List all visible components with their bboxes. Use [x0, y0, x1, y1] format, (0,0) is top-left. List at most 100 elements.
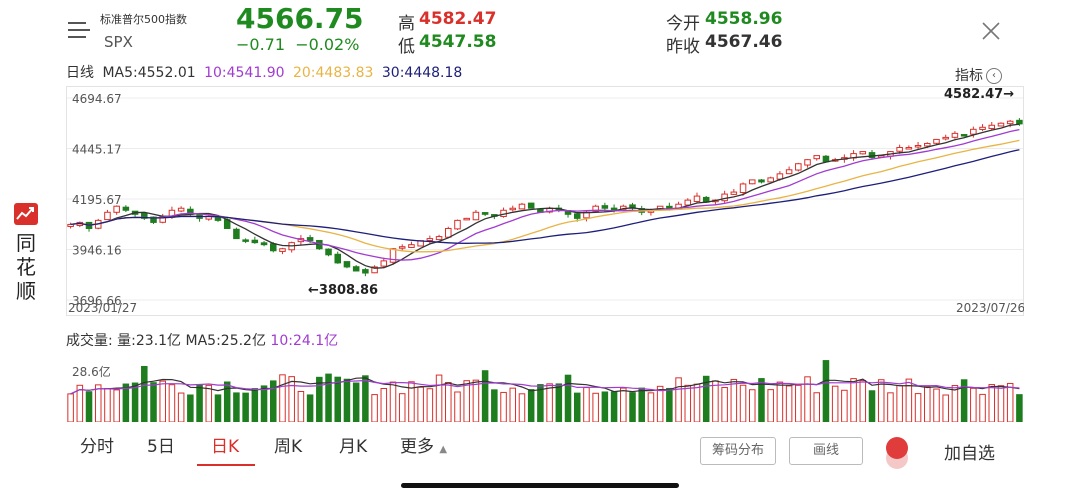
draw-line-button[interactable]: 画线 [789, 437, 863, 465]
candle-body [481, 212, 489, 215]
tab-weekly-k[interactable]: 周K [274, 437, 303, 457]
prev-close-value: 4567.46 [705, 32, 783, 52]
volume-bar [942, 394, 949, 422]
candle-body [426, 238, 434, 242]
ma5-line [70, 123, 1020, 269]
volume-bar [352, 382, 360, 422]
volume-bar [223, 381, 231, 422]
candle-body [435, 236, 443, 241]
volume-bar [417, 386, 424, 422]
index-name: 标准普尔500指数 [100, 13, 187, 26]
tab-daily-k[interactable]: 日K [211, 437, 240, 457]
candle-body [251, 239, 259, 244]
candle-body [214, 216, 222, 221]
add-favorite-button[interactable]: 加自选 [944, 444, 995, 464]
candle-body [592, 205, 599, 212]
volume-bar [426, 388, 434, 422]
volume-bar [141, 365, 148, 422]
volume-bar [177, 392, 185, 422]
volume-bar [445, 381, 452, 422]
tab-monthly-k[interactable]: 月K [339, 437, 368, 457]
candle-body [924, 142, 931, 147]
indicator-button[interactable]: 指标 ‹ [955, 65, 1002, 85]
volume-bar [712, 380, 719, 422]
candle-body [518, 203, 526, 210]
ma5-value: MA5:4552.01 [102, 65, 196, 81]
chips-distribution-button[interactable]: 筹码分布 [700, 437, 776, 465]
volume-bar [564, 374, 572, 422]
menu-icon[interactable] [68, 20, 90, 40]
candle-body [666, 205, 673, 209]
volume-bar [380, 387, 388, 422]
candle-body [758, 179, 765, 183]
volume-bar [472, 379, 480, 422]
volume-bar [960, 379, 968, 422]
period-label: 日线 [66, 65, 94, 81]
volume-bar [924, 386, 931, 422]
volume-bar [666, 387, 673, 422]
candle-body [408, 244, 415, 248]
volume-ma10: 10:24.1亿 [270, 333, 339, 349]
chart-border [66, 86, 1024, 316]
ma30-value: 30:4448.18 [381, 65, 463, 81]
candle-body [813, 155, 821, 160]
candle-body [1016, 119, 1023, 125]
volume-bar [242, 392, 249, 422]
low-label: 低 [398, 37, 415, 57]
candle-body [527, 202, 535, 209]
quote-header: 标准普尔500指数 SPX 4566.75 −0.71 −0.02% 高 458… [52, 0, 1080, 60]
volume-bar [214, 394, 222, 422]
volume-bar [435, 374, 443, 422]
candle-body [795, 163, 802, 171]
record-button[interactable] [886, 437, 908, 459]
brand-name: 同 花 顺 [16, 231, 36, 303]
candle-body [785, 169, 793, 175]
volume-bar [905, 378, 913, 422]
candle-body [896, 147, 903, 152]
candlestick-chart[interactable]: 4694.67 4445.17 4195.67 3946.16 3696.66 2023… [66, 86, 1024, 316]
close-icon[interactable] [980, 20, 1002, 42]
volume-bar [546, 383, 553, 422]
volume-bar [371, 394, 378, 422]
volume-bar [739, 384, 747, 422]
volume-bar [620, 387, 627, 422]
volume-bar [555, 383, 563, 422]
x-end-label: 2023/07/26 [956, 301, 1024, 315]
volume-bar [592, 392, 599, 422]
volume-bar [509, 387, 517, 422]
candle-body [997, 122, 1005, 127]
candle-body [951, 132, 959, 138]
candle-body [693, 195, 701, 203]
candle-body [804, 159, 811, 166]
volume-bar [610, 391, 618, 422]
volume-bar [168, 384, 176, 422]
volume-bar [481, 370, 489, 422]
volume-bar [398, 393, 406, 422]
low-value: 4547.58 [419, 32, 497, 52]
volume-bar [408, 381, 415, 422]
candle-body [334, 253, 342, 264]
candle-body [822, 155, 830, 163]
volume-bar [454, 391, 461, 422]
home-indicator [401, 483, 679, 488]
high-value: 4582.47 [419, 9, 497, 29]
volume-bar [159, 380, 166, 422]
volume-bar [684, 384, 692, 422]
tab-intraday[interactable]: 分时 [80, 437, 114, 457]
volume-bar [389, 381, 397, 422]
tab-more[interactable]: 更多 ▲ [400, 437, 448, 457]
volume-bar [850, 378, 857, 422]
volume-bar [721, 386, 728, 422]
tab-5day[interactable]: 5日 [147, 437, 175, 457]
volume-bar [1006, 382, 1014, 422]
volume-bar [767, 389, 774, 422]
ma20-line [70, 139, 1020, 253]
ma20-value: 20:4483.83 [292, 65, 374, 81]
volume-bar [758, 378, 765, 422]
volume-bar [260, 385, 268, 422]
volume-title: 成交量: [66, 333, 113, 349]
candle-body [509, 207, 517, 211]
volume-chart[interactable]: 28.6亿 [66, 326, 1024, 422]
ma-legend: 日线 MA5:4552.01 10:4541.90 20:4483.83 30:… [66, 62, 466, 82]
candle-body [233, 228, 240, 240]
